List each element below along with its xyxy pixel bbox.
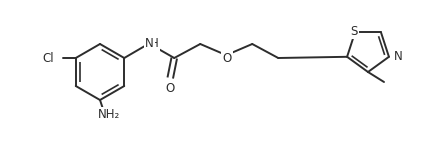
- Text: Cl: Cl: [42, 52, 54, 64]
- Text: N: N: [393, 50, 402, 63]
- Text: N: N: [145, 36, 154, 50]
- Text: O: O: [223, 53, 232, 65]
- Text: H: H: [150, 36, 159, 50]
- Text: S: S: [350, 25, 358, 38]
- Text: NH₂: NH₂: [98, 108, 120, 122]
- Text: O: O: [166, 82, 175, 94]
